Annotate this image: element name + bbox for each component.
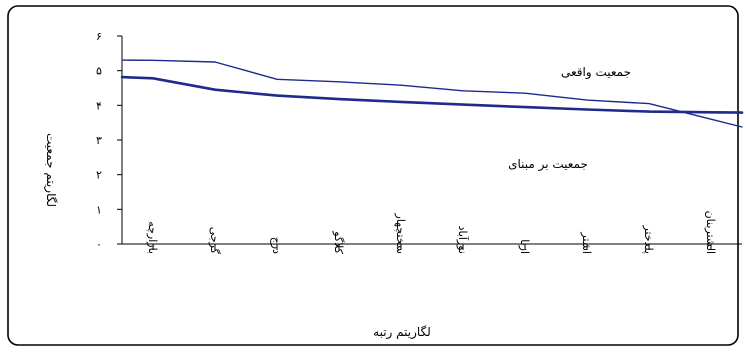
legend-label-model: جمعیت بر مبنای bbox=[508, 157, 588, 172]
y-tick-label: ۲ bbox=[96, 169, 102, 182]
x-axis-title: لگاریتم رتبه bbox=[373, 325, 431, 340]
chart-frame bbox=[7, 5, 739, 346]
series-line-actual bbox=[121, 59, 743, 128]
x-tick-label: الشتربنان bbox=[704, 211, 717, 254]
x-tick-label: اشتر bbox=[580, 231, 593, 254]
x-tick-label: درج bbox=[270, 237, 283, 254]
x-ticks: بازارچه گرجی درج کلاگو سختچهار نورآباد ازنا اشت… bbox=[146, 211, 717, 255]
y-ticks: ۰ ۱ ۲ ۳ ۴ ۵ ۶ bbox=[96, 30, 122, 251]
legend-label-actual: جمعیت واقعی bbox=[561, 65, 631, 80]
x-tick-label: گرجی bbox=[208, 227, 221, 255]
y-tick-label: ۳ bbox=[96, 134, 102, 147]
y-axis-title: لگاریتم جمعیت bbox=[43, 133, 58, 207]
x-tick-label: پلدختر bbox=[642, 224, 655, 254]
y-tick-label: ۵ bbox=[96, 65, 102, 78]
x-tick-label: بازارچه bbox=[146, 221, 159, 254]
x-tick-label: سختچهار bbox=[394, 213, 407, 254]
y-tick-label: ۴ bbox=[96, 99, 102, 112]
y-tick-label: ۶ bbox=[96, 30, 102, 43]
x-tick-label: کلاگو bbox=[332, 230, 345, 254]
y-tick-label: ۰ bbox=[96, 238, 102, 251]
y-tick-label: ۱ bbox=[96, 203, 102, 216]
series-line-model bbox=[120, 75, 744, 114]
series-lines bbox=[120, 59, 744, 128]
x-tick-label: نورآباد bbox=[456, 226, 470, 254]
x-tick-label: ازنا bbox=[518, 239, 531, 254]
